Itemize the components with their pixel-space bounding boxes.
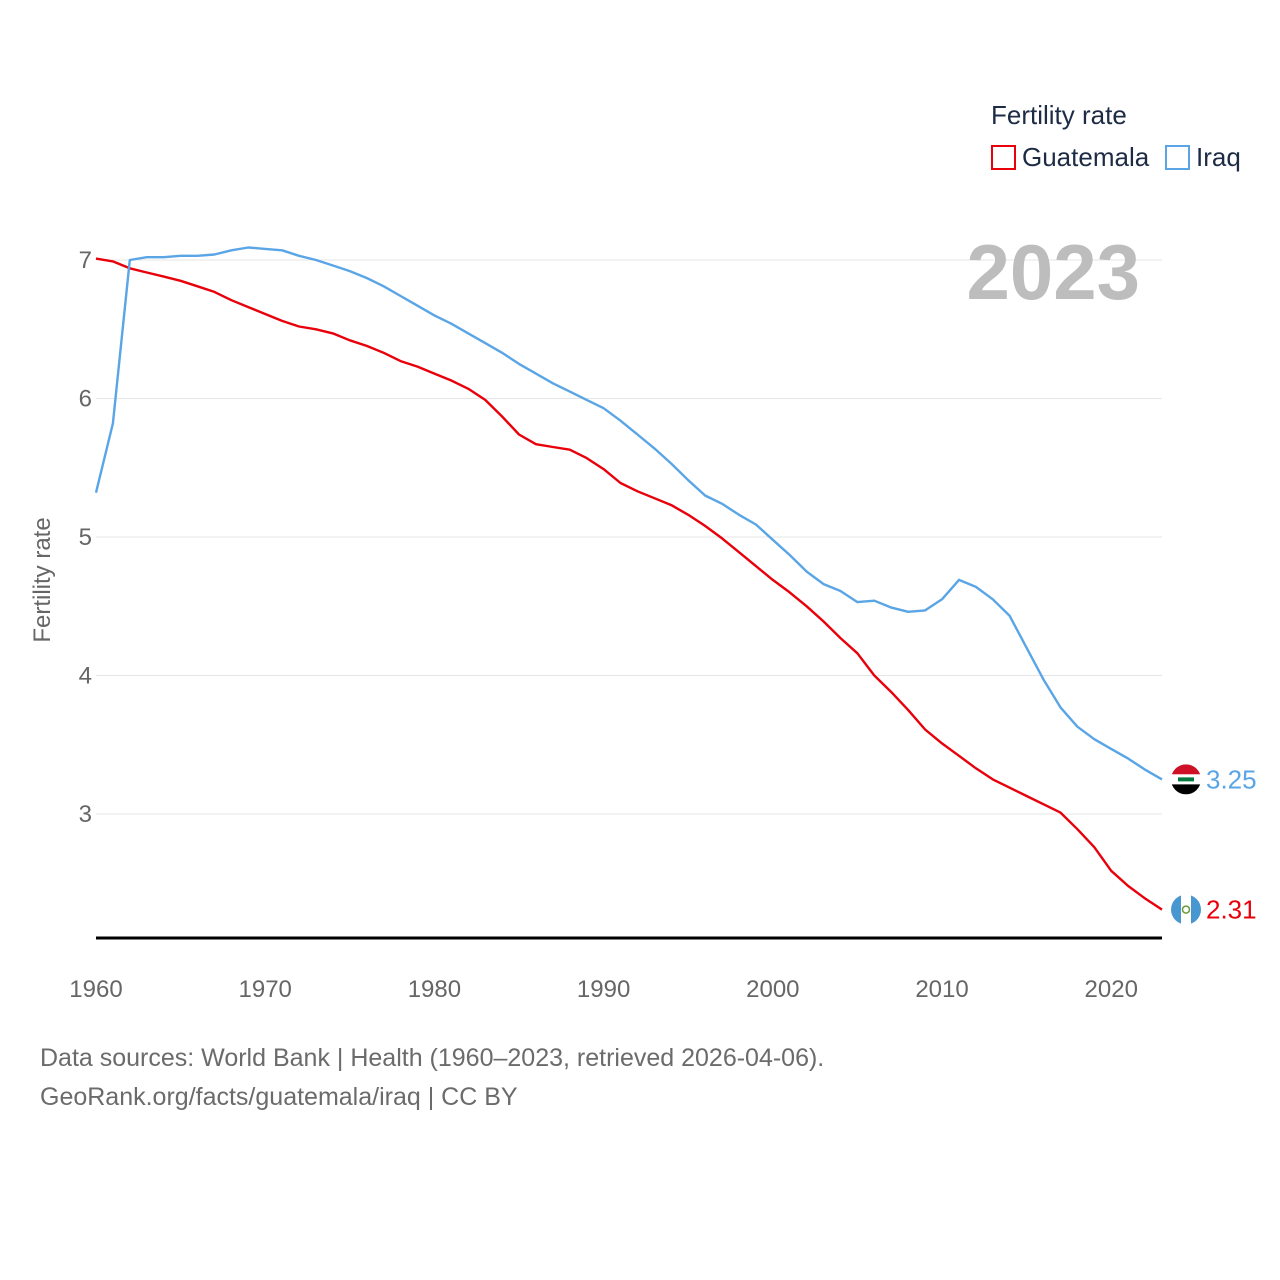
x-tick-label-2020: 2020 — [1085, 976, 1138, 1003]
legend-swatch-guatemala — [991, 145, 1016, 170]
y-tick-label-4: 4 — [79, 663, 92, 690]
current-year-label: 2023 — [966, 228, 1140, 316]
legend-label-guatemala: Guatemala — [1022, 142, 1150, 172]
y-tick-label-6: 6 — [79, 386, 92, 413]
series-line-iraq[interactable] — [94, 246, 1163, 781]
guatemala-flag-icon — [1171, 894, 1201, 925]
y-axis-ticks: 3 4 5 6 7 — [79, 247, 92, 828]
iraq-flag-icon — [1171, 764, 1201, 795]
x-axis-ticks: 1960 1970 1980 1990 2000 2010 2020 — [69, 976, 1138, 1003]
legend-label-iraq: Iraq — [1196, 142, 1241, 172]
legend: Fertility rate Guatemala Iraq — [991, 100, 1241, 172]
y-tick-label-7: 7 — [79, 247, 92, 274]
legend-item-iraq[interactable]: Iraq — [1165, 142, 1241, 172]
x-tick-label-2000: 2000 — [746, 976, 799, 1003]
guatemala-end-value-label: 2.31 — [1206, 895, 1257, 925]
x-tick-label-2010: 2010 — [915, 976, 968, 1003]
legend-title: Fertility rate — [991, 100, 1127, 130]
x-tick-label-1960: 1960 — [69, 976, 122, 1003]
footer-sources: Data sources: World Bank | Health (1960–… — [40, 1044, 825, 1072]
y-tick-label-5: 5 — [79, 524, 92, 551]
grid-lines — [96, 259, 1162, 815]
legend-item-guatemala[interactable]: Guatemala — [991, 142, 1150, 172]
x-tick-label-1970: 1970 — [239, 976, 292, 1003]
legend-swatch-iraq — [1165, 145, 1190, 170]
x-tick-label-1990: 1990 — [577, 976, 630, 1003]
iraq-end-value-label: 3.25 — [1206, 764, 1257, 794]
y-tick-label-3: 3 — [79, 801, 92, 828]
footer-attribution[interactable]: GeoRank.org/facts/guatemala/iraq | CC BY — [40, 1083, 518, 1111]
y-axis-title: Fertility rate — [29, 517, 56, 642]
x-tick-label-1980: 1980 — [408, 976, 461, 1003]
series-lines — [94, 246, 1163, 911]
series-line-guatemala[interactable] — [95, 257, 1163, 911]
